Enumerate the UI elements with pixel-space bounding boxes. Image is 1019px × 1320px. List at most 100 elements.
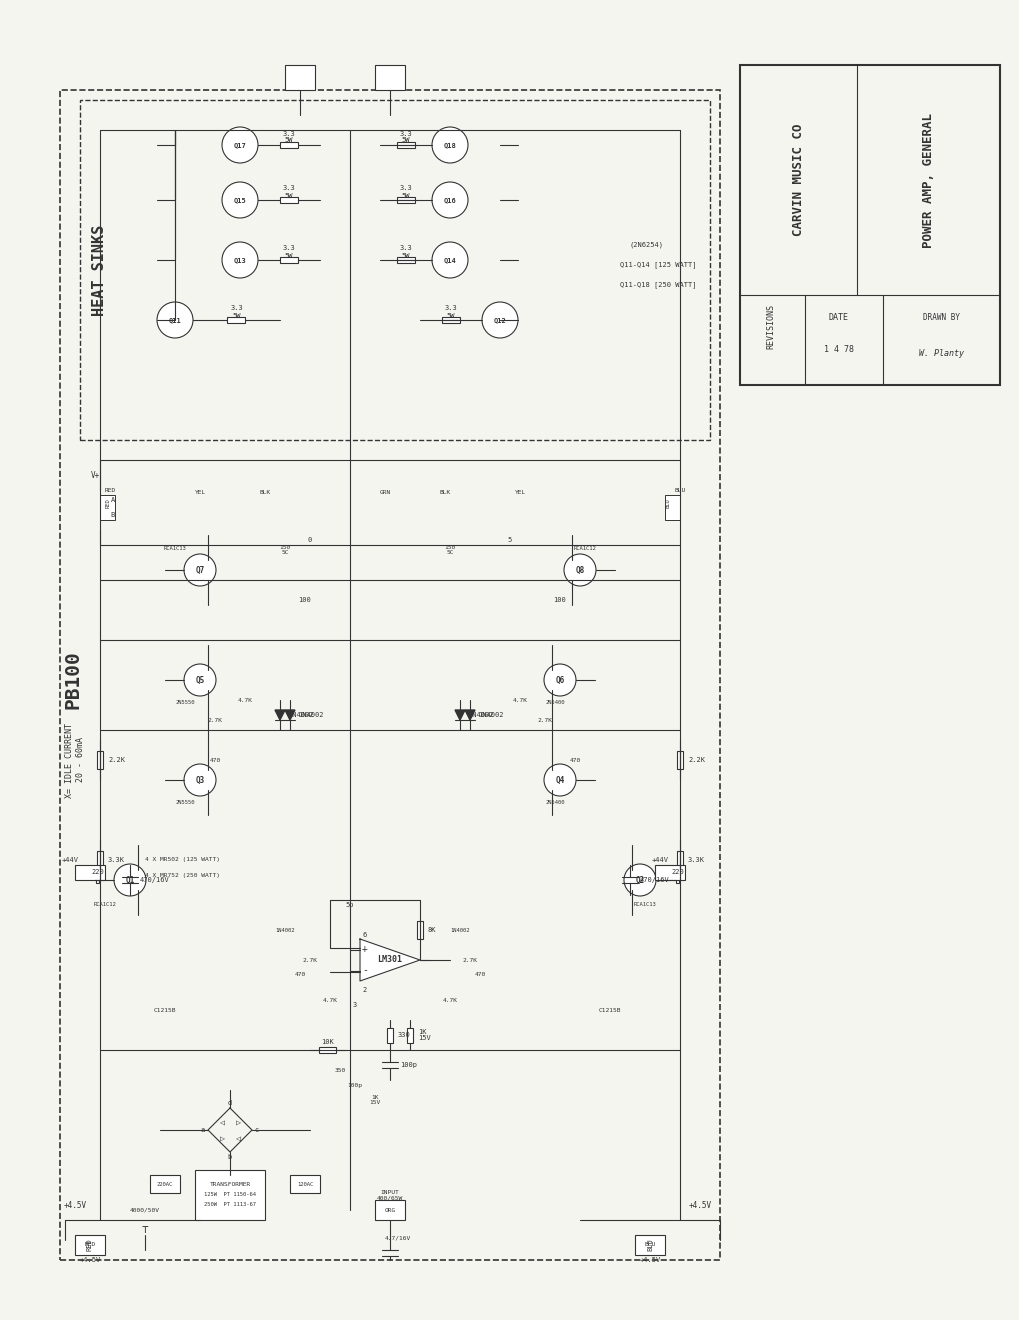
Text: 2N5550: 2N5550 [175,800,195,804]
Text: 4.7K: 4.7K [237,697,253,702]
Text: 2.2K: 2.2K [688,756,704,763]
Bar [284,65,315,90]
Circle shape [183,664,216,696]
Text: 470: 470 [569,758,580,763]
Text: Q7: Q7 [196,565,205,574]
Text: Q1: Q1 [125,875,135,884]
Circle shape [543,764,576,796]
Text: YEL: YEL [195,491,206,495]
Bar [75,865,105,880]
Text: 3.3
5W: 3.3 5W [282,131,296,144]
Bar [396,197,415,203]
Text: A: A [111,498,115,503]
Bar [100,495,115,520]
Bar [280,257,298,263]
Text: +4.5V: +4.5V [63,1200,87,1209]
Circle shape [157,302,193,338]
Circle shape [222,127,258,162]
Polygon shape [465,710,475,719]
Bar [195,1170,265,1220]
Text: d: d [227,1100,232,1106]
Text: +4.5V: +4.5V [79,1257,101,1263]
Text: Q16: Q16 [443,197,455,203]
Bar [635,1236,664,1255]
Text: 3.3
5W: 3.3 5W [230,305,243,318]
Bar [280,197,298,203]
Text: 4000/50V: 4000/50V [129,1208,160,1213]
Bar [441,317,460,323]
Text: RED: RED [87,1238,93,1251]
Text: C1215B: C1215B [598,1007,621,1012]
Text: Q11: Q11 [168,317,181,323]
Text: 3.3
5W: 3.3 5W [282,246,296,259]
Polygon shape [360,939,420,981]
Text: ▷: ▷ [235,1118,240,1126]
Bar [407,1027,413,1043]
Text: Q3: Q3 [196,776,205,784]
Text: RCA1C13: RCA1C13 [163,545,186,550]
Text: +4.5V: +4.5V [639,1257,660,1263]
Text: 10K: 10K [321,1039,333,1045]
Text: 4.7K: 4.7K [442,998,458,1002]
Text: 3.3
5W: 3.3 5W [444,305,457,318]
Text: 100p: 100p [399,1063,417,1068]
Text: 2N5400: 2N5400 [545,800,565,804]
Text: 2.7K: 2.7K [303,957,317,962]
Text: 100: 100 [299,597,311,603]
Bar [386,1027,392,1043]
Text: B: B [111,512,115,517]
Text: 4.7K: 4.7K [322,998,337,1002]
Text: Q17: Q17 [233,143,247,148]
Text: 4 X MR752 (250 WATT): 4 X MR752 (250 WATT) [145,873,220,878]
Circle shape [432,242,468,279]
Text: -: - [362,965,368,975]
Text: 3.3
5W: 3.3 5W [399,131,412,144]
Text: (2N6254): (2N6254) [630,242,663,248]
Text: 4.7K: 4.7K [512,697,527,702]
Circle shape [482,302,518,338]
Circle shape [564,554,595,586]
Circle shape [624,865,655,896]
Text: RED: RED [85,1242,96,1247]
Text: 2.7K: 2.7K [207,718,222,722]
Text: 6: 6 [363,932,367,939]
Text: 0: 0 [308,537,312,543]
Text: 470/16V: 470/16V [639,876,669,883]
Bar [739,65,999,385]
Text: BLK: BLK [439,491,450,495]
Text: 125W  PT 1150-64: 125W PT 1150-64 [204,1192,256,1197]
Text: +44V: +44V [651,857,667,863]
Circle shape [432,182,468,218]
Text: Q2: Q2 [635,875,644,884]
Text: 1K
15V: 1K 15V [369,1094,380,1105]
Text: W. Planty: W. Planty [918,348,963,358]
Text: 3.3K: 3.3K [108,857,125,863]
Bar [396,143,415,148]
Text: INPUT
400/65W: INPUT 400/65W [376,1189,403,1200]
Text: RED: RED [105,498,110,508]
Circle shape [432,127,468,162]
Text: 100p: 100p [347,1082,362,1088]
Text: 4.7/16V: 4.7/16V [384,1236,411,1241]
Text: 4 X MR502 (125 WATT): 4 X MR502 (125 WATT) [145,858,220,862]
Circle shape [183,764,216,796]
Text: Q12: Q12 [493,317,505,323]
Text: 120AC: 120AC [297,1181,313,1187]
Text: Q4: Q4 [554,776,565,784]
Circle shape [222,182,258,218]
Text: 100: 100 [553,597,566,603]
Text: 3.3
5W: 3.3 5W [399,186,412,198]
Polygon shape [275,710,284,719]
Text: V+: V+ [91,470,100,479]
Text: DATE: DATE [828,313,848,322]
Text: Q18: Q18 [443,143,455,148]
Text: RCA1C13: RCA1C13 [633,903,656,908]
Text: 2: 2 [363,987,367,993]
Text: ◁: ◁ [219,1118,224,1126]
Circle shape [183,554,216,586]
Text: Q6: Q6 [554,676,565,685]
Text: 220AC: 220AC [157,1181,173,1187]
Text: BLK: BLK [259,491,270,495]
Bar [664,495,680,520]
Bar [676,876,678,883]
